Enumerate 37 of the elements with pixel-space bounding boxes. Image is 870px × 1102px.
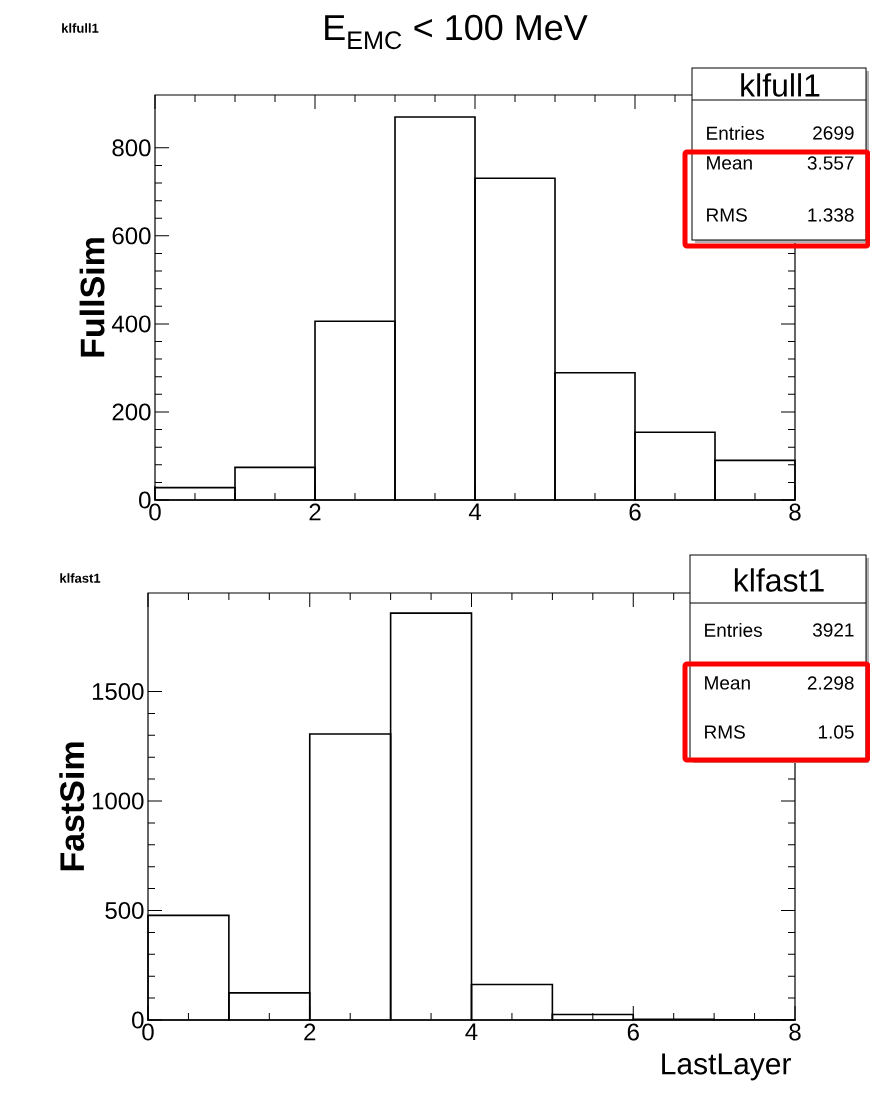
text: 3.557 <box>807 156 854 170</box>
text: klfast1 <box>60 573 101 583</box>
text: 2699 <box>813 126 854 140</box>
x-tick-label: 4 <box>468 503 481 521</box>
x-tick-label: 6 <box>627 1023 639 1041</box>
y-tick-label: 800 <box>112 139 151 157</box>
y-tick-label: 1000 <box>92 792 144 810</box>
x-tick-label: 8 <box>789 503 801 521</box>
chart-title: E$_{EMC}$ < 100 MeV <box>325 14 588 50</box>
x-tick-label: 2 <box>304 1023 316 1041</box>
y-tick-label: 500 <box>105 902 144 920</box>
y-axis-title: FullSim <box>79 238 105 357</box>
annotation: Mean <box>707 156 752 170</box>
x-axis-title: LastLayer <box>662 1053 791 1081</box>
text: 1.338 <box>808 208 854 222</box>
x-tick-label: 2 <box>309 503 321 521</box>
text: 2.298 <box>807 676 854 690</box>
y-tick-label: 200 <box>112 403 151 421</box>
x-tick-label: 8 <box>789 1023 801 1041</box>
text: klfast1 <box>734 568 824 592</box>
annotation: Mean <box>705 676 750 690</box>
annotation: Entries <box>707 126 764 140</box>
annotation: Entries <box>705 623 762 637</box>
y-tick-label: 1500 <box>92 683 144 701</box>
annotation: klfull1 <box>741 73 820 97</box>
y-tick-label: 600 <box>112 227 151 245</box>
annotation: RMS <box>705 725 745 739</box>
annotation: RMS <box>707 208 747 222</box>
y-tick-label: 400 <box>111 315 151 333</box>
y-tick-label: 0 <box>132 1011 144 1029</box>
text: klfull1 <box>62 23 99 33</box>
x-tick-label: 4 <box>465 1023 478 1041</box>
y-tick-label: 0 <box>139 491 151 509</box>
text: 1.05 <box>818 725 854 739</box>
y-axis-title: FastSim <box>59 742 85 871</box>
text: 3921 <box>812 623 854 637</box>
x-tick-label: 6 <box>629 503 641 521</box>
